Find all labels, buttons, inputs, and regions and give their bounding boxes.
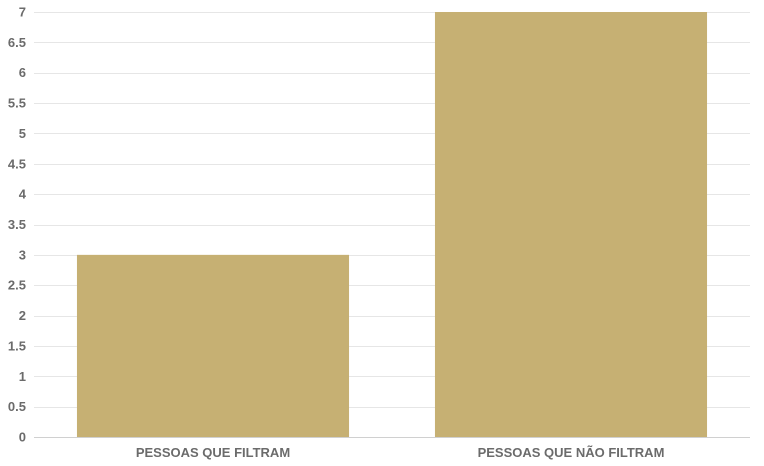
y-axis-ticks: 0 0.5 1 1.5 2 2.5 3 3.5 4 4.5 5 5.5 6 6.5 7 — [8, 5, 27, 445]
bar-pessoas-que-nao-filtram — [434, 12, 708, 437]
y-tick-label: 0 — [19, 430, 26, 445]
y-tick-label: 5.5 — [8, 96, 26, 111]
y-tick-label: 4 — [19, 187, 27, 202]
y-tick-label: 5 — [19, 126, 26, 141]
bars — [76, 12, 708, 437]
y-tick-label: 2 — [19, 308, 26, 323]
y-tick-label: 3.5 — [8, 217, 26, 232]
y-tick-label: 1 — [19, 369, 26, 384]
y-tick-label: 6 — [19, 65, 26, 80]
y-tick-label: 7 — [19, 5, 26, 20]
x-category-label: PESSOAS QUE FILTRAM — [136, 445, 290, 460]
y-tick-label: 4.5 — [8, 156, 26, 171]
y-tick-label: 3 — [19, 247, 26, 262]
x-axis-labels: PESSOAS QUE FILTRAM PESSOAS QUE NÃO FILTR… — [136, 445, 665, 460]
y-tick-label: 2.5 — [8, 278, 26, 293]
x-category-label: PESSOAS QUE NÃO FILTRAM — [478, 445, 665, 460]
bar-pessoas-que-filtram — [76, 254, 350, 437]
y-tick-label: 0.5 — [8, 399, 26, 414]
y-tick-label: 1.5 — [8, 338, 26, 353]
y-tick-label: 6.5 — [8, 35, 26, 50]
